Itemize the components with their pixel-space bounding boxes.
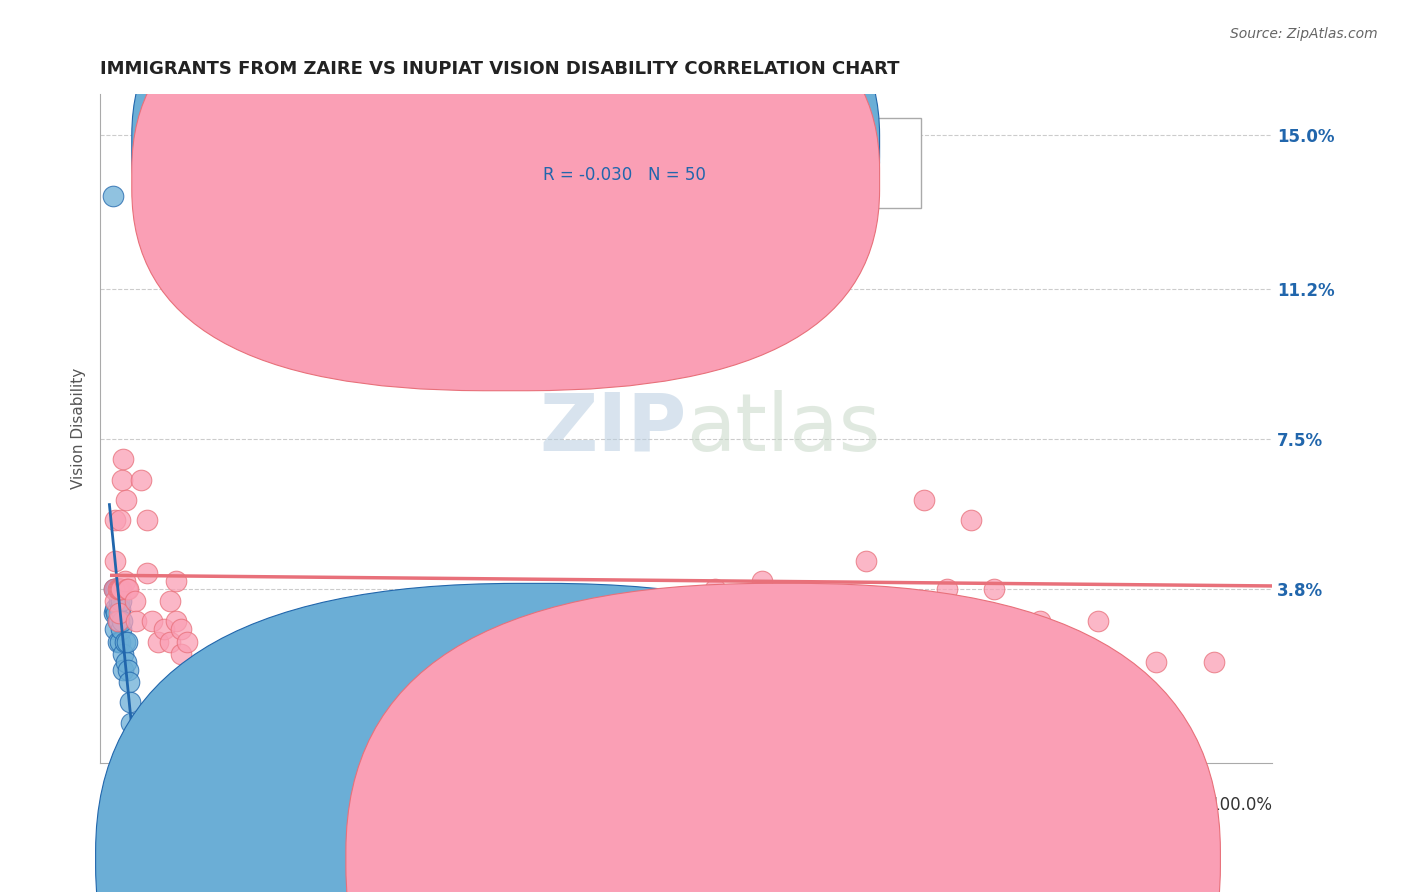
Point	[890, 634, 912, 648]
Point	[104, 553, 127, 567]
Point	[107, 634, 129, 648]
Point	[107, 582, 129, 596]
Point	[165, 615, 187, 629]
Text: Immigrants from Zaire: Immigrants from Zaire	[554, 849, 741, 867]
Point	[105, 582, 128, 596]
Point	[879, 607, 901, 621]
Point	[114, 655, 136, 669]
Point	[135, 566, 157, 580]
Point	[107, 615, 129, 629]
Point	[117, 663, 139, 677]
Y-axis label: Vision Disability: Vision Disability	[72, 368, 86, 490]
Point	[101, 188, 124, 202]
Point	[1029, 615, 1052, 629]
Point	[159, 634, 181, 648]
Point	[107, 607, 129, 621]
Point	[115, 634, 138, 648]
Text: R = -0.030   N = 50: R = -0.030 N = 50	[543, 167, 706, 185]
Point	[108, 582, 131, 596]
Text: Inupiat: Inupiat	[804, 849, 862, 867]
Point	[1144, 655, 1167, 669]
Point	[108, 634, 131, 648]
Point	[104, 623, 127, 637]
Text: ZIP: ZIP	[538, 390, 686, 467]
Point	[959, 513, 981, 527]
Point	[120, 696, 142, 710]
Point	[727, 615, 749, 629]
Point	[112, 647, 135, 661]
Point	[107, 582, 129, 596]
Point	[103, 607, 125, 621]
Point	[103, 582, 125, 596]
Point	[107, 615, 129, 629]
Point	[146, 634, 169, 648]
Point	[114, 634, 136, 648]
Point	[103, 582, 125, 596]
Point	[108, 513, 131, 527]
Point	[704, 582, 727, 596]
Point	[107, 582, 129, 596]
Text: atlas: atlas	[686, 390, 880, 467]
Point	[983, 582, 1005, 596]
Point	[159, 594, 181, 608]
Point	[820, 623, 842, 637]
FancyBboxPatch shape	[457, 118, 921, 208]
Point	[165, 574, 187, 588]
Point	[110, 594, 132, 608]
Text: 100.0%: 100.0%	[1209, 796, 1272, 814]
Point	[129, 473, 152, 487]
Point	[115, 582, 138, 596]
Point	[112, 452, 135, 467]
Point	[110, 623, 132, 637]
Text: IMMIGRANTS FROM ZAIRE VS INUPIAT VISION DISABILITY CORRELATION CHART: IMMIGRANTS FROM ZAIRE VS INUPIAT VISION …	[100, 60, 900, 78]
Point	[108, 602, 131, 616]
FancyBboxPatch shape	[132, 0, 880, 358]
Point	[121, 715, 143, 730]
Point	[141, 615, 163, 629]
FancyBboxPatch shape	[132, 0, 880, 391]
Point	[153, 623, 176, 637]
Point	[104, 513, 127, 527]
Point	[114, 574, 136, 588]
Point	[114, 492, 136, 507]
Point	[658, 331, 681, 345]
Point	[124, 594, 146, 608]
Point	[681, 322, 703, 336]
Point	[104, 602, 127, 616]
Point	[107, 615, 129, 629]
Point	[936, 582, 959, 596]
Point	[104, 582, 127, 596]
Point	[125, 615, 148, 629]
Point	[117, 582, 139, 596]
Point	[110, 582, 132, 596]
Point	[1087, 615, 1109, 629]
Point	[170, 647, 193, 661]
Point	[751, 574, 773, 588]
Point	[855, 553, 877, 567]
Point	[104, 594, 127, 608]
Point	[176, 634, 198, 648]
Point	[118, 675, 141, 690]
Point	[135, 513, 157, 527]
Point	[112, 663, 135, 677]
Point	[111, 615, 134, 629]
Point	[912, 492, 935, 507]
Point	[170, 623, 193, 637]
Text: R =  0.836   N = 28: R = 0.836 N = 28	[543, 133, 706, 151]
Point	[797, 594, 820, 608]
Point	[1204, 655, 1226, 669]
Point	[105, 607, 128, 621]
Point	[107, 594, 129, 608]
Text: Source: ZipAtlas.com: Source: ZipAtlas.com	[1230, 27, 1378, 41]
Text: 0.0%: 0.0%	[100, 796, 142, 814]
Point	[111, 473, 134, 487]
Point	[108, 582, 131, 596]
